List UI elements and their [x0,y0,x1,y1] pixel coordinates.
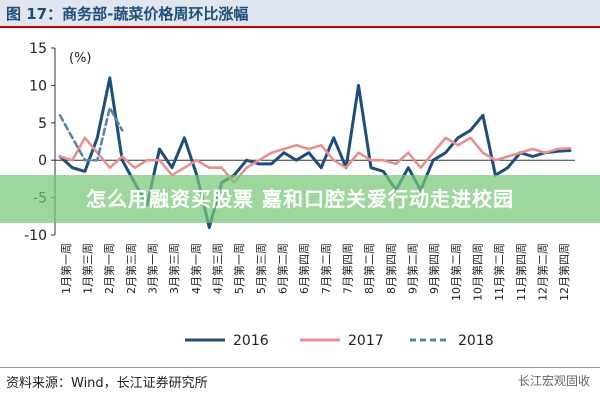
legend-label-2018: 2018 [458,333,494,349]
x-tick-label: 2月第三周 [124,243,138,294]
legend-label-2017: 2017 [348,333,384,349]
x-tick-label: 11月第四周 [514,243,528,301]
title-separator [0,26,600,28]
chart-title: 图 17：商务部-蔬菜价格周环比涨幅 [6,5,249,23]
x-tick-label: 10月第二周 [449,243,463,301]
x-tick-label: 3月第一周 [146,243,160,294]
source-note: 资料来源：Wind，长江证券研究所 [6,376,208,391]
x-tick-label: 8月第四周 [384,243,398,294]
y-tick-label: -10 [24,228,47,244]
series-line-2017 [58,136,572,184]
watermark: 长江宏观固收 [517,374,590,388]
x-tick-label: 8月第二周 [362,243,376,294]
y-tick-label: 10 [29,78,47,94]
x-tick-label: 7月第四周 [341,243,355,294]
x-tick-label: 2月第一周 [102,243,116,294]
x-tick-label: 6月第四周 [297,243,311,294]
series-line-2018 [58,106,124,162]
x-tick-label: 9月第四周 [427,243,441,294]
y-tick-label: 5 [38,116,47,132]
y-tick-label: 0 [38,153,47,169]
unit-label: (%) [69,51,92,66]
x-tick-label: 12月第四周 [557,243,571,301]
x-tick-label: 1月第三周 [81,243,95,294]
title-bar: 图 17：商务部-蔬菜价格周环比涨幅 [0,0,600,26]
x-tick-label: 7月第二周 [319,243,333,294]
x-tick-label: 4月第三周 [211,243,225,294]
x-tick-label: 11月第二周 [492,243,506,301]
overlay-banner-text: 怎么用融资买股票 嘉和口腔关爱行动走进校园 [86,187,514,211]
x-tick-label: 4月第一周 [189,243,203,294]
x-tick-label: 5月第一周 [232,243,246,294]
x-tick-label: 10月第四周 [471,243,485,301]
overlay-banner: 怎么用融资买股票 嘉和口腔关爱行动走进校园 [0,175,600,223]
x-tick-label: 1月第一周 [59,243,73,294]
x-tick-label: 5月第三周 [254,243,268,294]
footer-separator [0,367,600,368]
x-tick-label: 6月第二周 [276,243,290,294]
x-tick-label: 12月第二周 [536,243,550,301]
x-tick-label: 9月第二周 [406,243,420,294]
y-tick-label: 15 [29,41,47,57]
x-tick-label: 3月第三周 [167,243,181,294]
legend-label-2016: 2016 [233,333,269,349]
